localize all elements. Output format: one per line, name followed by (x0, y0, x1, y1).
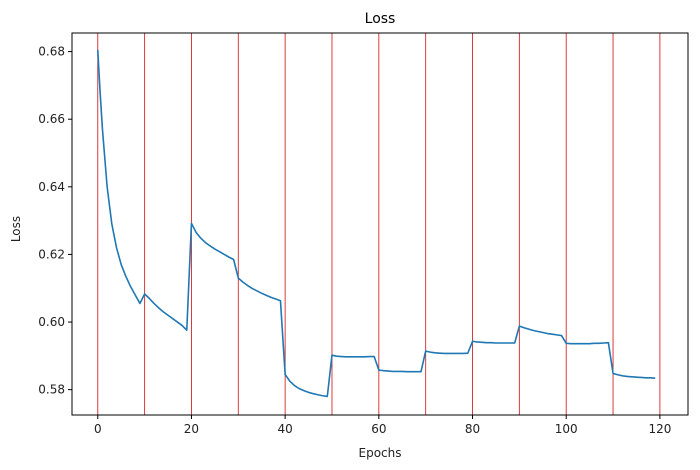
y-tick-label: 0.68 (38, 45, 65, 59)
series-layer (96, 49, 656, 398)
x-tick-label: 0 (94, 422, 102, 436)
y-axis-label: Loss (9, 216, 23, 242)
y-tick-label: 0.60 (38, 315, 65, 329)
x-axis-label: Epochs (359, 446, 402, 460)
plot-frame (71, 32, 689, 416)
x-tick-label: 60 (371, 422, 386, 436)
y-tick-label: 0.64 (38, 180, 65, 194)
epoch-vlines (97, 33, 661, 415)
y-tick-label: 0.58 (38, 383, 65, 397)
x-tick-label: 80 (465, 422, 480, 436)
x-axis-ticks: 0 20 40 60 80 100 120 (94, 415, 671, 436)
loss-series-line (96, 49, 656, 398)
y-axis-ticks: 0.58 0.60 0.62 0.64 0.66 0.68 (38, 45, 72, 397)
y-tick-label: 0.66 (38, 112, 65, 126)
chart-title: Loss (365, 11, 396, 27)
x-tick-label: 40 (278, 422, 293, 436)
x-tick-label: 120 (648, 422, 671, 436)
x-tick-label: 20 (184, 422, 199, 436)
y-tick-label: 0.62 (38, 247, 65, 261)
x-tick-label: 100 (555, 422, 578, 436)
